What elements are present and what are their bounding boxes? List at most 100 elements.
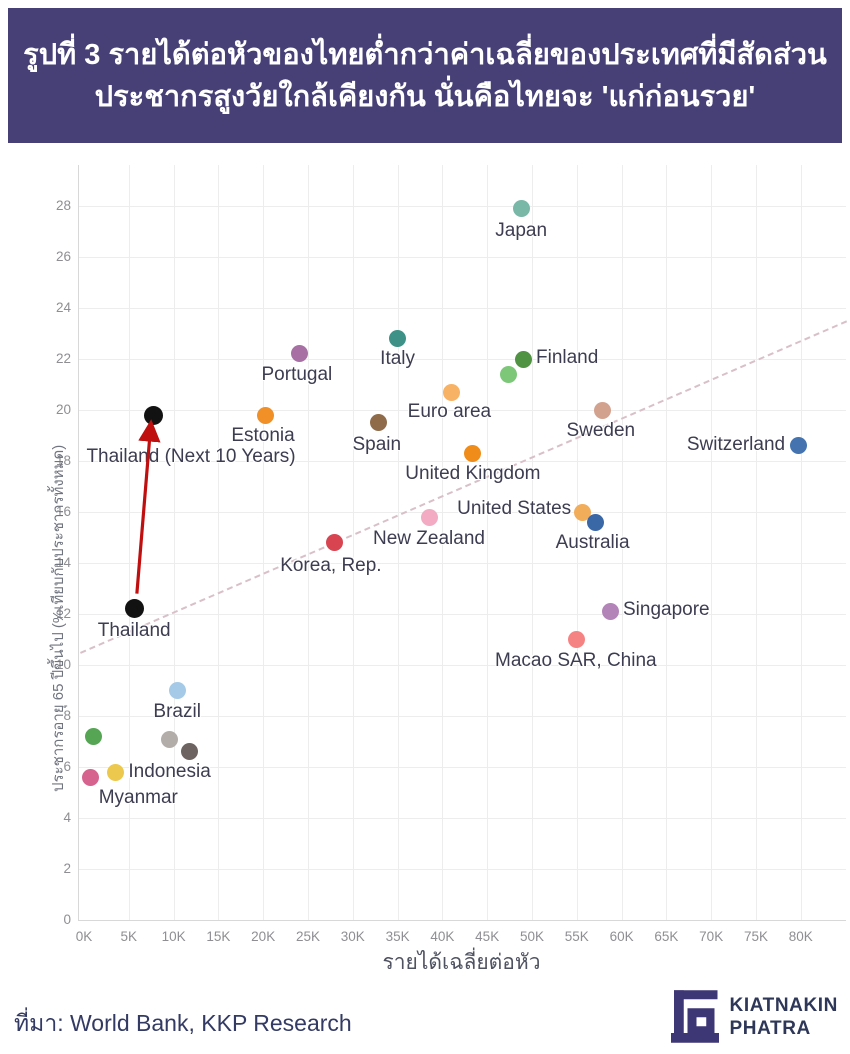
point-japan <box>512 200 530 218</box>
point-thailand-next-10-years- <box>143 405 163 425</box>
x-tick-label: 70K <box>699 929 724 944</box>
point-brazil <box>168 682 186 699</box>
point-label: Myanmar <box>98 787 178 809</box>
x-tick-label: 30K <box>340 929 365 944</box>
point-switzerland <box>789 437 807 455</box>
point-unlabeled-light-green <box>500 365 518 383</box>
point-sweden <box>594 401 612 419</box>
x-tick-label: 20K <box>251 929 276 944</box>
gridline-vertical <box>128 165 130 920</box>
gridline-horizontal <box>79 206 846 207</box>
kiatnakin-phatra-logo: KIATNAKIN PHATRA <box>670 990 838 1043</box>
point-singapore <box>601 602 619 620</box>
gridline-vertical <box>621 165 623 920</box>
logo-line1: KIATNAKIN <box>729 994 838 1016</box>
y-tick-label: 12 <box>55 606 71 621</box>
gridline-horizontal <box>79 614 846 615</box>
point-label: Euro area <box>407 401 492 423</box>
gridline-vertical <box>442 165 444 920</box>
source-note: ที่มา: World Bank, KKP Research <box>14 1010 352 1036</box>
point-indonesia <box>106 763 124 781</box>
gridline-vertical <box>173 165 175 920</box>
y-tick-label: 0 <box>63 912 71 927</box>
gridline-vertical <box>800 165 802 920</box>
y-tick-label: 16 <box>55 504 71 519</box>
x-tick-label: 50K <box>519 929 545 944</box>
gridline-vertical <box>218 165 220 920</box>
y-tick-label: 8 <box>63 708 71 723</box>
y-tick-label: 28 <box>55 198 71 213</box>
y-tick-label: 18 <box>55 453 71 468</box>
logo-text: KIATNAKIN PHATRA <box>730 994 838 1040</box>
chart-title-line2: ประชากรสูงวัยใกล้เคียงกัน นั่นคือไทยจะ '… <box>94 80 756 113</box>
x-tick-label: 65K <box>654 929 679 944</box>
x-tick-label: 15K <box>206 929 231 944</box>
y-tick-label: 6 <box>63 759 71 774</box>
plot-area: 0K 5K 10K 15K 20K 25K 30K 35K 40K 45K 50K 55K 60K 65K… <box>56 165 847 944</box>
y-tick-label: 26 <box>55 249 71 264</box>
point-label: Switzerland <box>686 433 786 455</box>
point-label: United Kingdom <box>405 463 541 485</box>
chart-title-line1: รูปที่ 3 รายได้ต่อหัวของไทยต่ำกว่าค่าเฉล… <box>23 38 827 71</box>
point-label: Singapore <box>623 599 710 621</box>
point-united-states <box>573 503 591 521</box>
gridline-vertical <box>756 165 757 920</box>
gridline-horizontal <box>79 410 846 411</box>
point-macao-sar-china <box>568 631 586 648</box>
point-label: Australia <box>555 532 630 554</box>
gridline-horizontal <box>79 563 846 564</box>
gridline-vertical <box>576 165 578 920</box>
x-axis-title: รายได้เฉลี่ยต่อหัว <box>382 951 541 974</box>
point-euro-area <box>442 383 460 401</box>
gridline-horizontal <box>79 818 846 819</box>
point-finland <box>514 350 532 368</box>
point-label: Thailand (Next 10 Years) <box>86 446 296 468</box>
point-label: United States <box>457 498 572 519</box>
point-korea-rep- <box>326 534 344 552</box>
point-label: Macao SAR, China <box>495 649 657 671</box>
point-label: Portugal <box>261 363 333 385</box>
gridline-vertical <box>711 165 713 920</box>
point-italy <box>389 330 407 348</box>
gridline-horizontal <box>79 665 846 666</box>
gridline-horizontal <box>79 308 846 309</box>
gridline-vertical <box>666 165 668 920</box>
point-label: Finland <box>536 347 599 368</box>
point-unlabeled-dark-gray <box>181 743 199 761</box>
x-tick-label: 60K <box>609 929 634 944</box>
title-banner: รูปที่ 3 รายได้ต่อหัวของไทยต่ำกว่าค่าเฉล… <box>8 8 842 143</box>
point-label: Indonesia <box>128 761 211 783</box>
x-tick-label: 45K <box>475 929 500 944</box>
point-label: Brazil <box>153 700 201 722</box>
x-tick-label: 75K <box>743 929 769 944</box>
y-tick-label: 20 <box>55 402 71 417</box>
point-label: Spain <box>352 433 402 455</box>
point-label: Thailand <box>97 619 171 641</box>
y-tick-label: 14 <box>55 555 71 570</box>
logo-line2: PHATRA <box>729 1017 811 1039</box>
x-tick-label: 35K <box>385 929 410 944</box>
point-unlabeled-light-gray <box>160 730 178 748</box>
gridline-vertical <box>263 165 265 920</box>
y-tick-label: 4 <box>63 810 71 825</box>
point-label: Estonia <box>231 425 295 447</box>
kiatnakin-logo-icon <box>670 990 719 1043</box>
x-tick-label: 10K <box>161 929 186 944</box>
y-tick-label: 22 <box>55 351 71 366</box>
point-label: Sweden <box>566 420 636 441</box>
x-tick-label: 40K <box>430 929 455 944</box>
gridline-vertical <box>487 165 489 920</box>
point-label: Japan <box>495 219 548 241</box>
point-portugal <box>291 345 309 363</box>
point-label: Italy <box>380 347 416 369</box>
point-thailand <box>124 599 144 619</box>
gridline-horizontal <box>79 716 846 717</box>
point-unlabeled-green <box>85 727 103 745</box>
x-tick-label: 0K <box>75 929 93 944</box>
x-tick-label: 55K <box>564 929 589 944</box>
gridline-vertical <box>352 165 354 920</box>
y-tick-label: 10 <box>55 657 71 672</box>
gridline-vertical <box>308 165 309 920</box>
trend-line <box>79 320 847 655</box>
point-new-zealand <box>420 508 438 526</box>
